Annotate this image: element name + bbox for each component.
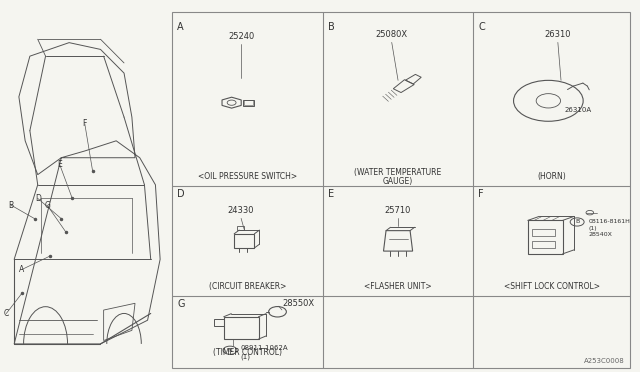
Text: 26310A: 26310A [564, 107, 591, 113]
Text: G: G [177, 299, 185, 309]
Bar [237, 226, 244, 230]
Bar [244, 100, 253, 105]
Text: B: B [8, 201, 13, 209]
Text: (WATER TEMPERATURE: (WATER TEMPERATURE [355, 169, 442, 177]
Text: 26310: 26310 [545, 30, 571, 39]
Text: N: N [228, 348, 232, 353]
Text: 08911-1062A: 08911-1062A [240, 345, 288, 352]
Text: <SHIFT LOCK CONTROL>: <SHIFT LOCK CONTROL> [504, 282, 600, 291]
Bar [243, 100, 254, 106]
Text: (TIMER CONTROL): (TIMER CONTROL) [213, 348, 282, 357]
Text: F: F [83, 119, 87, 128]
Text: 24330: 24330 [228, 206, 254, 215]
Text: A253C0008: A253C0008 [584, 358, 625, 364]
Text: (1): (1) [589, 226, 597, 231]
Bar [172, 12, 630, 368]
Text: G: G [44, 201, 50, 209]
Text: (HORN): (HORN) [537, 172, 566, 181]
Bar [528, 220, 563, 254]
Text: (1): (1) [240, 354, 250, 360]
Text: 28550X: 28550X [283, 299, 315, 308]
Bar [214, 319, 224, 326]
Text: C: C [4, 309, 9, 318]
Text: GAUGE): GAUGE) [383, 177, 413, 186]
Bar [532, 229, 555, 237]
Text: A: A [19, 265, 25, 274]
Text: A: A [177, 22, 184, 32]
Text: 08116-8161H: 08116-8161H [589, 219, 630, 224]
Text: 25240: 25240 [228, 32, 254, 41]
Text: C: C [479, 22, 485, 32]
Text: D: D [177, 189, 185, 199]
Text: E: E [58, 160, 62, 169]
Text: B: B [328, 22, 335, 32]
Bar [532, 241, 555, 248]
Text: 28540X: 28540X [589, 232, 612, 237]
Text: <OIL PRESSURE SWITCH>: <OIL PRESSURE SWITCH> [198, 172, 297, 181]
Text: D: D [35, 194, 41, 203]
Text: F: F [479, 189, 484, 199]
Text: <FLASHER UNIT>: <FLASHER UNIT> [364, 282, 432, 291]
Text: E: E [328, 189, 334, 199]
Text: 25080X: 25080X [376, 30, 408, 39]
Text: (CIRCUIT BREAKER>: (CIRCUIT BREAKER> [209, 282, 286, 291]
Bar [234, 234, 255, 248]
Text: B: B [575, 219, 579, 224]
Text: 25710: 25710 [385, 206, 412, 215]
Bar [224, 317, 259, 339]
